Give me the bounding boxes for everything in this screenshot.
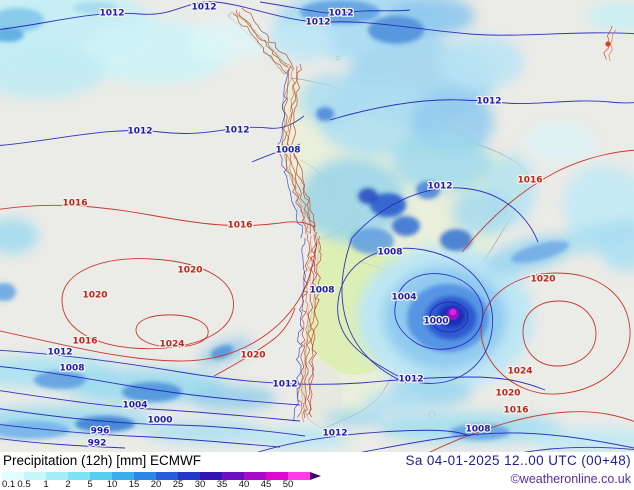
scale-tick-label: 0.1 — [2, 479, 16, 490]
isobar-label: 1012 — [99, 9, 124, 19]
precip-colorbar — [2, 472, 321, 480]
colorbar-segment — [222, 472, 244, 480]
isobar-label: 1012 — [191, 3, 216, 13]
isobar-label: 1012 — [272, 380, 297, 390]
copyright-link[interactable]: ©weatheronline.co.uk — [510, 472, 631, 486]
scale-tick-label: 0.5 — [17, 479, 31, 490]
scale-tick-label: 40 — [238, 479, 250, 490]
terrain-artifact-layer — [232, 7, 617, 423]
scale-tick-label: 35 — [216, 479, 228, 490]
isobar-label: 1012 — [427, 182, 452, 192]
colorbar-segment — [68, 472, 90, 480]
isobar-label: 1012 — [127, 127, 152, 137]
colorbar-arrow — [310, 472, 321, 480]
isobar-label: 1008 — [59, 364, 84, 374]
scale-tick-label: 5 — [87, 479, 93, 490]
scale-tick-label: 1 — [43, 479, 49, 490]
colorbar-segment — [46, 472, 68, 480]
isobar-label: 1012 — [47, 348, 72, 358]
isobar-label: 1008 — [377, 248, 402, 258]
scale-tick-label: 45 — [260, 479, 272, 490]
colorbar-segment — [288, 472, 310, 480]
colorbar-segment — [24, 472, 46, 480]
isobar-label: 1020 — [240, 351, 265, 361]
isobar-label: 1020 — [530, 275, 555, 285]
isobar-label: 1016 — [72, 337, 97, 347]
colorbar-segment — [112, 472, 134, 480]
isobar-label: 1012 — [476, 97, 501, 107]
isobar-label: 1012 — [224, 126, 249, 136]
isobar-label: 1020 — [495, 389, 520, 399]
isobar-label: 1004 — [122, 401, 147, 411]
precipitation-layer — [0, 0, 634, 452]
isobar-label: 1016 — [62, 199, 87, 209]
map-artifact-marker — [605, 41, 611, 47]
isobar-label: 1012 — [322, 429, 347, 439]
scale-tick-label: 2 — [65, 479, 71, 490]
colorbar-segment — [178, 472, 200, 480]
map-footer: Precipitation (12h) [mm] ECMWF Sa 04-01-… — [0, 452, 634, 490]
scale-tick-label: 20 — [150, 479, 162, 490]
isobar-label: 1020 — [82, 291, 107, 301]
isobar-label: 1024 — [507, 367, 532, 377]
isobar-label: 1000 — [147, 416, 172, 426]
scale-tick-label: 15 — [128, 479, 140, 490]
isobar-label: 996 — [91, 427, 110, 437]
isobar-label: 992 — [88, 439, 107, 449]
isobar-label: 1016 — [517, 176, 542, 186]
colorbar-segment — [134, 472, 156, 480]
isobar-label: 1008 — [465, 425, 490, 435]
isobar-label: 1016 — [227, 221, 252, 231]
isobar-label: 1008 — [309, 286, 334, 296]
isobar-label: 1012 — [305, 18, 330, 28]
colorbar-segment — [200, 472, 222, 480]
isobar-layer — [0, 1, 634, 452]
scale-tick-label: 50 — [282, 479, 294, 490]
colorbar-segment — [266, 472, 288, 480]
isobar-label: 1012 — [398, 375, 423, 385]
isobar-label: 1020 — [177, 266, 202, 276]
colorbar-segment — [156, 472, 178, 480]
scale-tick-label: 10 — [106, 479, 118, 490]
isobar-label: 1000 — [423, 317, 448, 327]
colorbar-segment — [2, 472, 24, 480]
isobar-label: 1008 — [275, 146, 300, 156]
colorbar-segment — [90, 472, 112, 480]
precip-scale-labels: 0.1 0.5 1 2 5 10 15 20 25 30 35 40 45 50 — [2, 479, 332, 490]
isobar-label: 1012 — [328, 9, 353, 19]
isobar-label: 1024 — [159, 340, 184, 350]
colorbar-segment — [244, 472, 266, 480]
map-valid-time: Sa 04-01-2025 12..00 UTC (00+48) — [405, 453, 631, 468]
isobar-label: 1004 — [391, 293, 416, 303]
map-product-label: Precipitation (12h) [mm] ECMWF — [3, 453, 202, 468]
scale-tick-label: 30 — [194, 479, 206, 490]
scale-tick-label: 25 — [172, 479, 184, 490]
isobar-label: 1016 — [503, 406, 528, 416]
